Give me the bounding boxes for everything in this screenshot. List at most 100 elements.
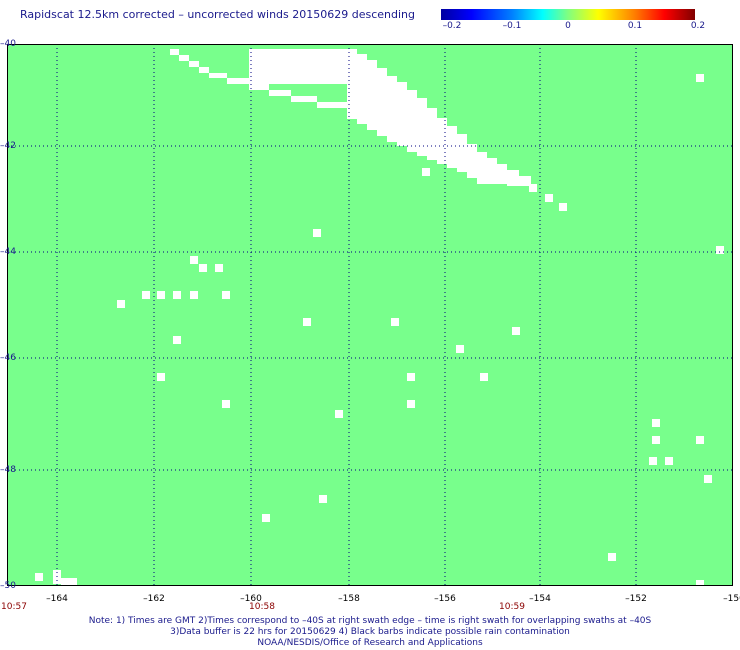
missing-data-cell	[652, 436, 660, 444]
missing-data-cell	[487, 158, 497, 184]
chart-title: Rapidscat 12.5km corrected – uncorrected…	[20, 8, 416, 21]
missing-data-cell	[249, 49, 347, 84]
missing-data-cell	[608, 553, 616, 561]
missing-data-cell	[222, 400, 230, 408]
missing-data-cell	[262, 514, 270, 522]
missing-data-cell	[190, 256, 198, 264]
missing-data-cell	[222, 291, 230, 299]
colorbar-tick: –0.2	[442, 21, 462, 31]
missing-data-cell	[179, 55, 189, 61]
missing-data-cell	[397, 82, 407, 146]
missing-data-cell	[407, 90, 417, 152]
missing-data-cell	[335, 410, 343, 418]
missing-data-cell	[367, 60, 377, 130]
missing-data-cell	[559, 203, 567, 211]
map-plot	[7, 44, 733, 586]
missing-data-cell	[190, 291, 198, 299]
missing-data-cell	[199, 67, 209, 73]
missing-data-cell	[477, 152, 487, 184]
lat-label: –46	[0, 353, 16, 363]
missing-data-cell	[447, 126, 457, 168]
time-label: 10:58	[249, 602, 275, 612]
time-label: 10:57	[1, 602, 27, 612]
missing-data-cell	[157, 291, 165, 299]
grid-layer	[7, 44, 733, 586]
missing-data-cell	[189, 61, 199, 67]
missing-data-cell	[357, 54, 367, 124]
lon-label: –160	[240, 594, 262, 604]
missing-data-cell	[170, 49, 179, 55]
lon-label: –158	[338, 594, 360, 604]
lat-label: –44	[0, 247, 16, 257]
missing-data-cell	[422, 168, 430, 176]
missing-data-cell	[209, 73, 227, 78]
missing-data-cell	[387, 76, 397, 142]
colorbar-tick: 0	[565, 21, 571, 31]
missing-data-cell	[649, 457, 657, 465]
lon-label: –156	[434, 594, 456, 604]
missing-data-cell	[497, 164, 507, 184]
missing-data-cell	[696, 74, 704, 82]
missing-data-cell	[456, 345, 464, 353]
missing-data-cell	[480, 373, 488, 381]
lon-label: –152	[625, 594, 647, 604]
lon-label: –150	[723, 594, 740, 604]
missing-data-cell	[696, 436, 704, 444]
missing-data-cell	[347, 49, 357, 119]
missing-data-cell	[457, 134, 467, 172]
lon-label: –154	[529, 594, 551, 604]
note-line: Note: 1) Times are GMT 2)Times correspon…	[88, 616, 652, 626]
map-frame	[7, 44, 733, 586]
lat-label: –48	[0, 465, 16, 475]
note-line: NOAA/NESDIS/Office of Research and Appli…	[257, 638, 483, 648]
missing-data-cell	[437, 118, 447, 164]
missing-data-cell	[157, 373, 165, 381]
missing-data-cell	[519, 176, 531, 186]
missing-data-cell	[317, 102, 347, 108]
colorbar-tick: 0.1	[627, 21, 643, 31]
missing-data-cell	[215, 264, 223, 272]
missing-data-cell	[417, 98, 427, 156]
missing-data-cell	[35, 573, 43, 581]
missing-data-cell	[319, 495, 327, 503]
missing-data-cell	[716, 246, 724, 254]
missing-data-cell	[303, 318, 311, 326]
missing-data-cell	[407, 400, 415, 408]
missing-data-cell	[227, 78, 249, 84]
missing-data-cell	[313, 229, 321, 237]
missing-data-cell	[377, 68, 387, 136]
missing-data-cell	[142, 291, 150, 299]
colorbar-tick: 0.2	[690, 21, 706, 31]
missing-data-cell	[291, 96, 317, 102]
map-svg	[7, 44, 733, 586]
note-line: 3)Data buffer is 22 hrs for 20150629 4) …	[170, 627, 570, 637]
missing-data-cell	[269, 90, 291, 96]
missing-data-cell	[696, 580, 704, 586]
lat-label: –50	[0, 581, 16, 591]
lat-label: –42	[0, 141, 16, 151]
missing-data-cell	[529, 184, 537, 192]
missing-data-cell	[665, 457, 673, 465]
lon-label: –162	[143, 594, 165, 604]
missing-data-cell	[507, 170, 519, 186]
missing-data-cell	[199, 264, 207, 272]
missing-data-cell	[467, 144, 477, 178]
missing-data-cell	[512, 327, 520, 335]
colorbar	[441, 9, 695, 20]
missing-data-cell	[173, 291, 181, 299]
lat-label: –40	[0, 39, 16, 49]
missing-data-cell	[427, 108, 437, 160]
lon-label: –164	[46, 594, 68, 604]
missing-data-cell	[652, 419, 660, 427]
missing-data-cell	[407, 373, 415, 381]
colorbar-tick: –0.1	[502, 21, 522, 31]
missing-data-cell	[545, 194, 553, 202]
missing-data-cell	[117, 300, 125, 308]
missing-data-cell	[704, 475, 712, 483]
missing-data-cell	[61, 578, 77, 586]
missing-data-layer	[35, 49, 724, 586]
missing-data-cell	[173, 336, 181, 344]
missing-data-cell	[391, 318, 399, 326]
missing-data-cell	[249, 84, 269, 90]
time-label: 10:59	[499, 602, 525, 612]
